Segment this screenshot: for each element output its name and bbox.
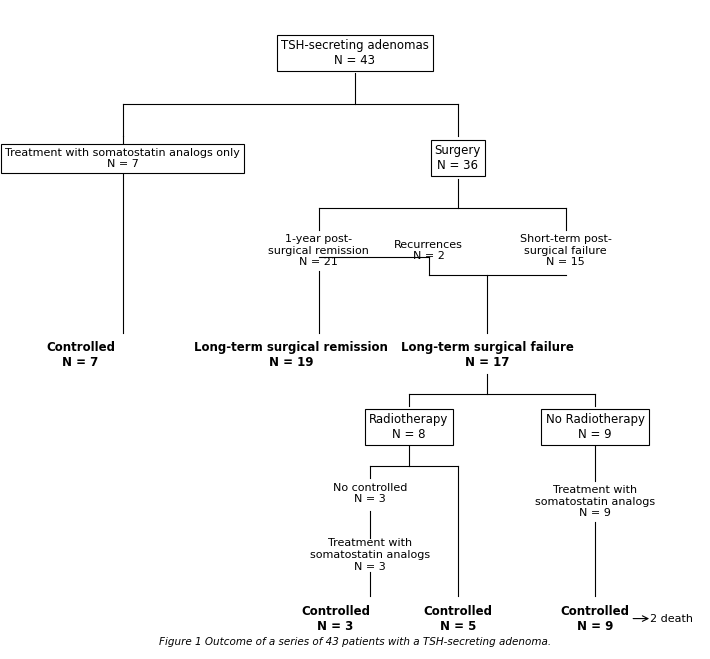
Text: Long-term surgical failure
N = 17: Long-term surgical failure N = 17 xyxy=(401,341,574,369)
Text: Figure 1 Outcome of a series of 43 patients with a TSH-secreting adenoma.: Figure 1 Outcome of a series of 43 patie… xyxy=(159,637,551,647)
Text: TSH-secreting adenomas
N = 43: TSH-secreting adenomas N = 43 xyxy=(281,39,429,67)
Text: Surgery
N = 36: Surgery N = 36 xyxy=(435,144,481,172)
Text: No Radiotherapy
N = 9: No Radiotherapy N = 9 xyxy=(545,413,645,441)
Text: Controlled
N = 9: Controlled N = 9 xyxy=(561,604,630,633)
Text: 2 death: 2 death xyxy=(650,614,693,623)
Text: Controlled
N = 3: Controlled N = 3 xyxy=(301,604,370,633)
Text: Controlled
N = 5: Controlled N = 5 xyxy=(423,604,493,633)
Text: Long-term surgical remission
N = 19: Long-term surgical remission N = 19 xyxy=(195,341,388,369)
Text: Radiotherapy
N = 8: Radiotherapy N = 8 xyxy=(369,413,449,441)
Text: Recurrences
N = 2: Recurrences N = 2 xyxy=(394,240,463,262)
Text: 1-year post-
surgical remission
N = 21: 1-year post- surgical remission N = 21 xyxy=(268,234,369,267)
Text: Controlled
N = 7: Controlled N = 7 xyxy=(46,341,115,369)
Text: Treatment with
somatostatin analogs
N = 3: Treatment with somatostatin analogs N = … xyxy=(310,538,430,571)
Text: Treatment with
somatostatin analogs
N = 9: Treatment with somatostatin analogs N = … xyxy=(535,485,655,519)
Text: Short-term post-
surgical failure
N = 15: Short-term post- surgical failure N = 15 xyxy=(520,234,611,267)
Text: Treatment with somatostatin analogs only
N = 7: Treatment with somatostatin analogs only… xyxy=(5,148,240,169)
Text: No controlled
N = 3: No controlled N = 3 xyxy=(332,483,407,504)
